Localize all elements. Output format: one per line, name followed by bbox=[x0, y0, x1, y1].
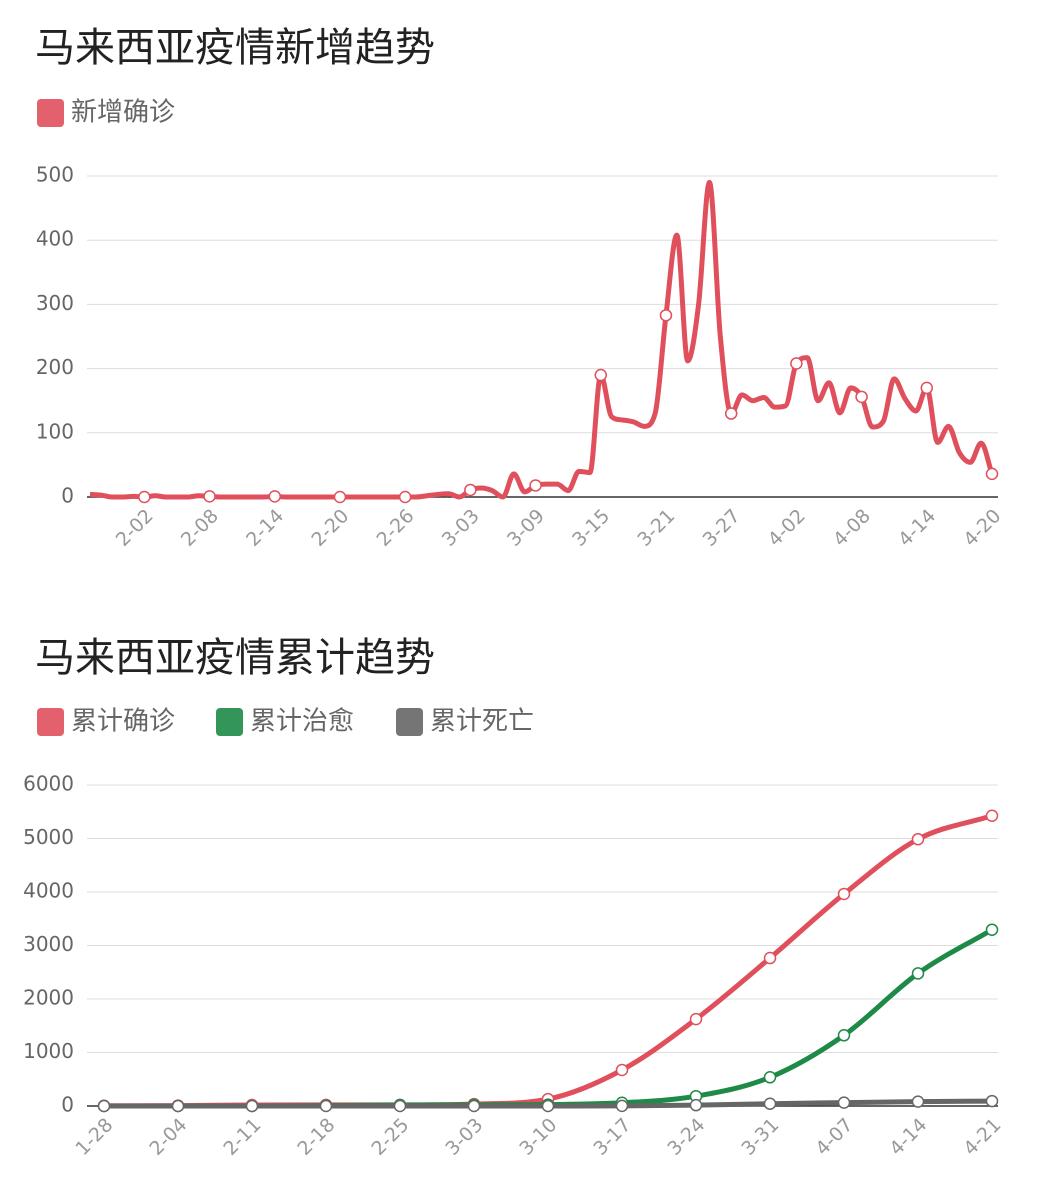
data-point bbox=[790, 357, 803, 370]
data-point bbox=[615, 1063, 629, 1077]
x-tick-label: 4-08 bbox=[829, 505, 875, 551]
chart-title: 马来西亚疫情累计趋势 bbox=[35, 635, 435, 681]
y-tick-label: 0 bbox=[61, 484, 74, 508]
data-point bbox=[763, 951, 777, 965]
legend-label: 累计死亡 bbox=[430, 707, 534, 737]
x-tick-label: 3-31 bbox=[737, 1114, 783, 1160]
y-tick-label: 2000 bbox=[23, 986, 74, 1010]
x-tick-label: 3-27 bbox=[699, 505, 745, 551]
legend-label: 累计治愈 bbox=[250, 707, 354, 737]
x-tick-label: 2-08 bbox=[177, 505, 223, 551]
x-tick-label: 4-02 bbox=[764, 505, 810, 551]
x-tick-label: 3-15 bbox=[568, 505, 614, 551]
data-point bbox=[138, 490, 151, 504]
data-point bbox=[203, 490, 216, 503]
y-tick-label: 1000 bbox=[23, 1039, 74, 1063]
data-point bbox=[467, 1099, 481, 1113]
data-point bbox=[985, 809, 999, 823]
y-tick-label: 3000 bbox=[23, 932, 74, 956]
x-tick-label: 4-14 bbox=[894, 505, 940, 551]
x-tick-label: 1-28 bbox=[71, 1114, 117, 1160]
x-tick-label: 4-14 bbox=[885, 1114, 931, 1160]
data-point bbox=[171, 1099, 185, 1113]
legend-swatch bbox=[37, 708, 64, 736]
x-tick-label: 3-21 bbox=[633, 505, 679, 551]
series-line bbox=[104, 927, 994, 1109]
series-line bbox=[89, 179, 995, 500]
data-point bbox=[911, 1095, 925, 1108]
x-tick-label: 2-04 bbox=[145, 1114, 191, 1160]
data-point bbox=[529, 479, 542, 492]
data-point bbox=[837, 887, 851, 901]
legend-label: 累计确诊 bbox=[71, 707, 175, 737]
y-tick-label: 400 bbox=[36, 227, 74, 251]
x-tick-label: 3-09 bbox=[503, 505, 549, 551]
y-tick-label: 500 bbox=[36, 163, 74, 187]
x-tick-label: 2-26 bbox=[373, 505, 419, 551]
data-point bbox=[763, 1071, 777, 1084]
chart-title: 马来西亚疫情新增趋势 bbox=[35, 25, 435, 71]
legend-label: 新增确诊 bbox=[71, 98, 175, 128]
data-point bbox=[763, 1097, 777, 1110]
data-point bbox=[985, 1094, 999, 1108]
legend-swatch bbox=[216, 708, 243, 736]
data-point bbox=[985, 923, 999, 936]
x-tick-label: 2-20 bbox=[307, 505, 353, 551]
x-tick-label: 3-03 bbox=[441, 1114, 487, 1160]
x-tick-label: 3-03 bbox=[438, 505, 484, 551]
data-point bbox=[393, 1099, 407, 1113]
data-point bbox=[920, 381, 934, 395]
x-tick-label: 3-10 bbox=[515, 1114, 561, 1160]
data-point bbox=[615, 1099, 629, 1113]
x-tick-label: 4-21 bbox=[959, 1114, 1005, 1160]
data-point bbox=[911, 832, 925, 846]
y-tick-label: 200 bbox=[36, 355, 74, 379]
data-point bbox=[398, 490, 412, 504]
data-point bbox=[855, 390, 868, 404]
data-point bbox=[837, 1096, 851, 1109]
data-point bbox=[245, 1099, 259, 1113]
legend-swatch bbox=[37, 99, 64, 127]
data-point bbox=[594, 368, 608, 382]
x-tick-label: 4-20 bbox=[959, 505, 1005, 551]
series-line bbox=[103, 813, 993, 1109]
x-tick-label: 3-24 bbox=[663, 1114, 709, 1160]
data-point bbox=[659, 309, 673, 322]
data-point bbox=[689, 1098, 703, 1112]
x-tick-label: 2-14 bbox=[242, 505, 288, 551]
data-point bbox=[464, 483, 477, 497]
y-tick-label: 300 bbox=[36, 291, 74, 315]
x-tick-label: 2-02 bbox=[112, 505, 158, 551]
y-tick-label: 5000 bbox=[23, 825, 74, 849]
data-point bbox=[724, 407, 738, 420]
x-tick-label: 3-17 bbox=[589, 1114, 635, 1160]
data-point bbox=[333, 490, 347, 504]
legend-swatch bbox=[396, 708, 423, 736]
data-point bbox=[689, 1012, 703, 1026]
x-tick-label: 4-07 bbox=[811, 1114, 857, 1160]
data-point bbox=[985, 467, 999, 481]
x-tick-label: 2-11 bbox=[219, 1114, 265, 1160]
x-tick-label: 2-18 bbox=[293, 1114, 339, 1160]
y-tick-label: 0 bbox=[61, 1093, 74, 1117]
y-tick-label: 100 bbox=[36, 419, 74, 443]
data-point bbox=[541, 1099, 555, 1113]
y-tick-label: 6000 bbox=[23, 772, 74, 796]
y-tick-label: 4000 bbox=[23, 879, 74, 903]
data-point bbox=[911, 967, 925, 980]
data-point bbox=[837, 1029, 851, 1042]
data-point bbox=[268, 490, 281, 503]
data-point bbox=[97, 1099, 111, 1113]
x-tick-label: 2-25 bbox=[367, 1114, 413, 1160]
data-point bbox=[319, 1099, 333, 1113]
